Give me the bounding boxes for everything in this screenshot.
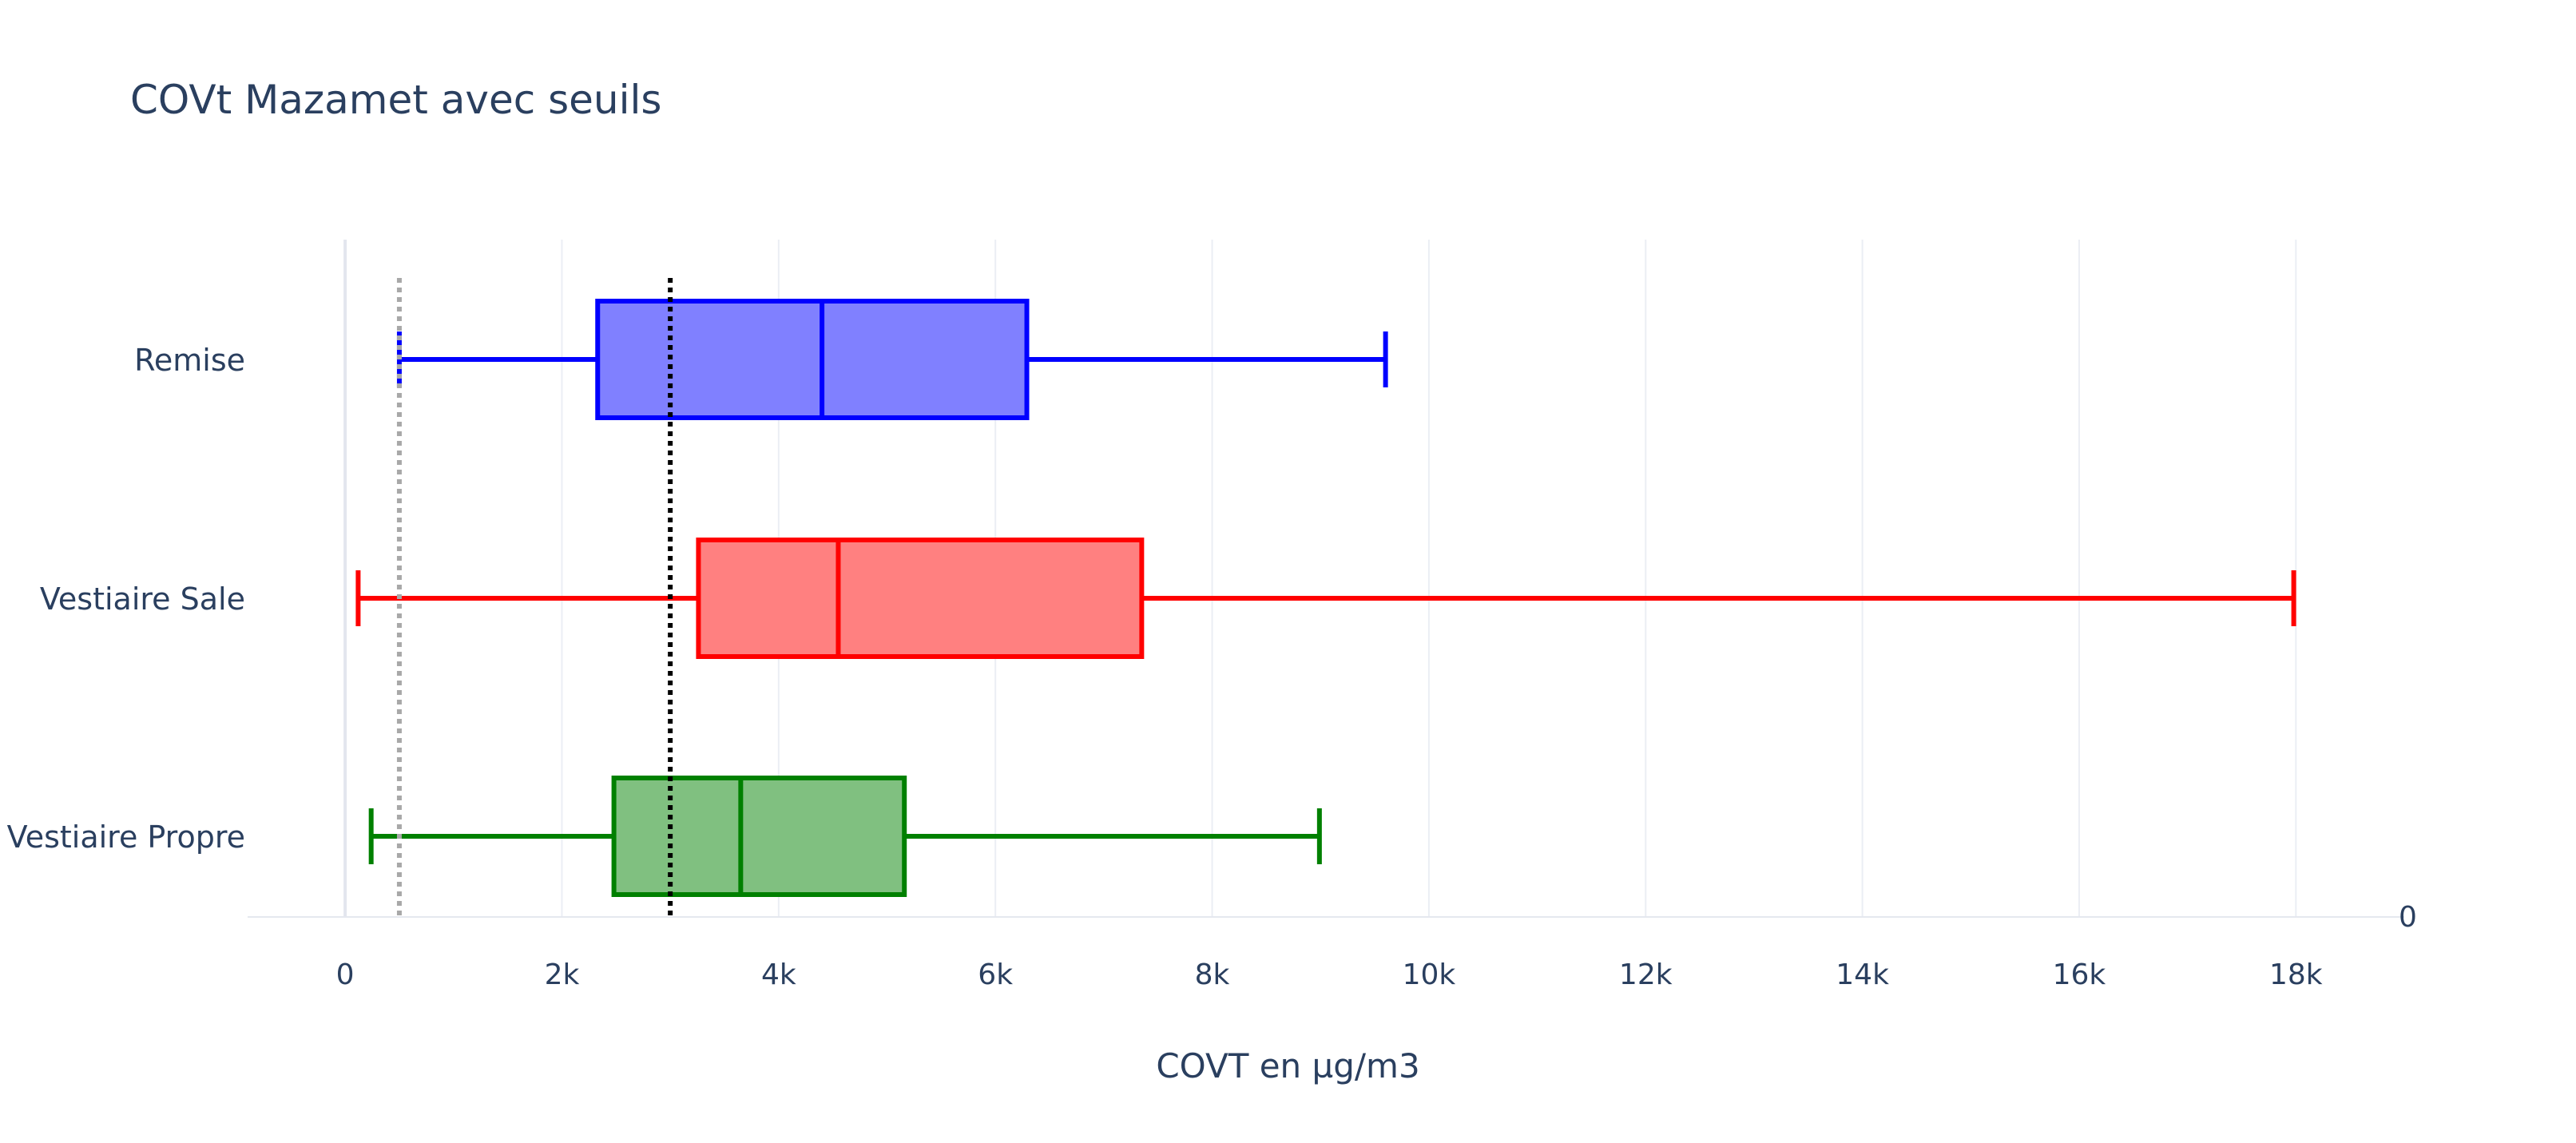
x-tick-label: 16k [2053, 958, 2106, 991]
box-iqr [595, 299, 1030, 420]
category-label: Remise [134, 343, 245, 378]
category-label: Vestiaire Propre [7, 820, 245, 855]
chart-title: COVt Mazamet avec seuils [130, 77, 662, 123]
category-label: Vestiaire Sale [40, 581, 245, 617]
x-tick-label: 8k [1195, 958, 1230, 991]
x-tick-label: 12k [1619, 958, 1673, 991]
x-tick-label: 0 [336, 958, 355, 991]
x-axis-title: COVT en µg/m3 [1156, 1046, 1420, 1085]
x-tick-label: 2k [545, 958, 580, 991]
x-tick-label: 18k [2269, 958, 2323, 991]
box-iqr [696, 538, 1145, 659]
x-tick-label: 6k [978, 958, 1013, 991]
secondary-axis-tick-label: 0 [2399, 901, 2417, 934]
box-iqr [611, 776, 907, 897]
x-tick-label: 14k [1836, 958, 1889, 991]
x-tick-label: 4k [761, 958, 796, 991]
x-tick-label: 10k [1403, 958, 1456, 991]
